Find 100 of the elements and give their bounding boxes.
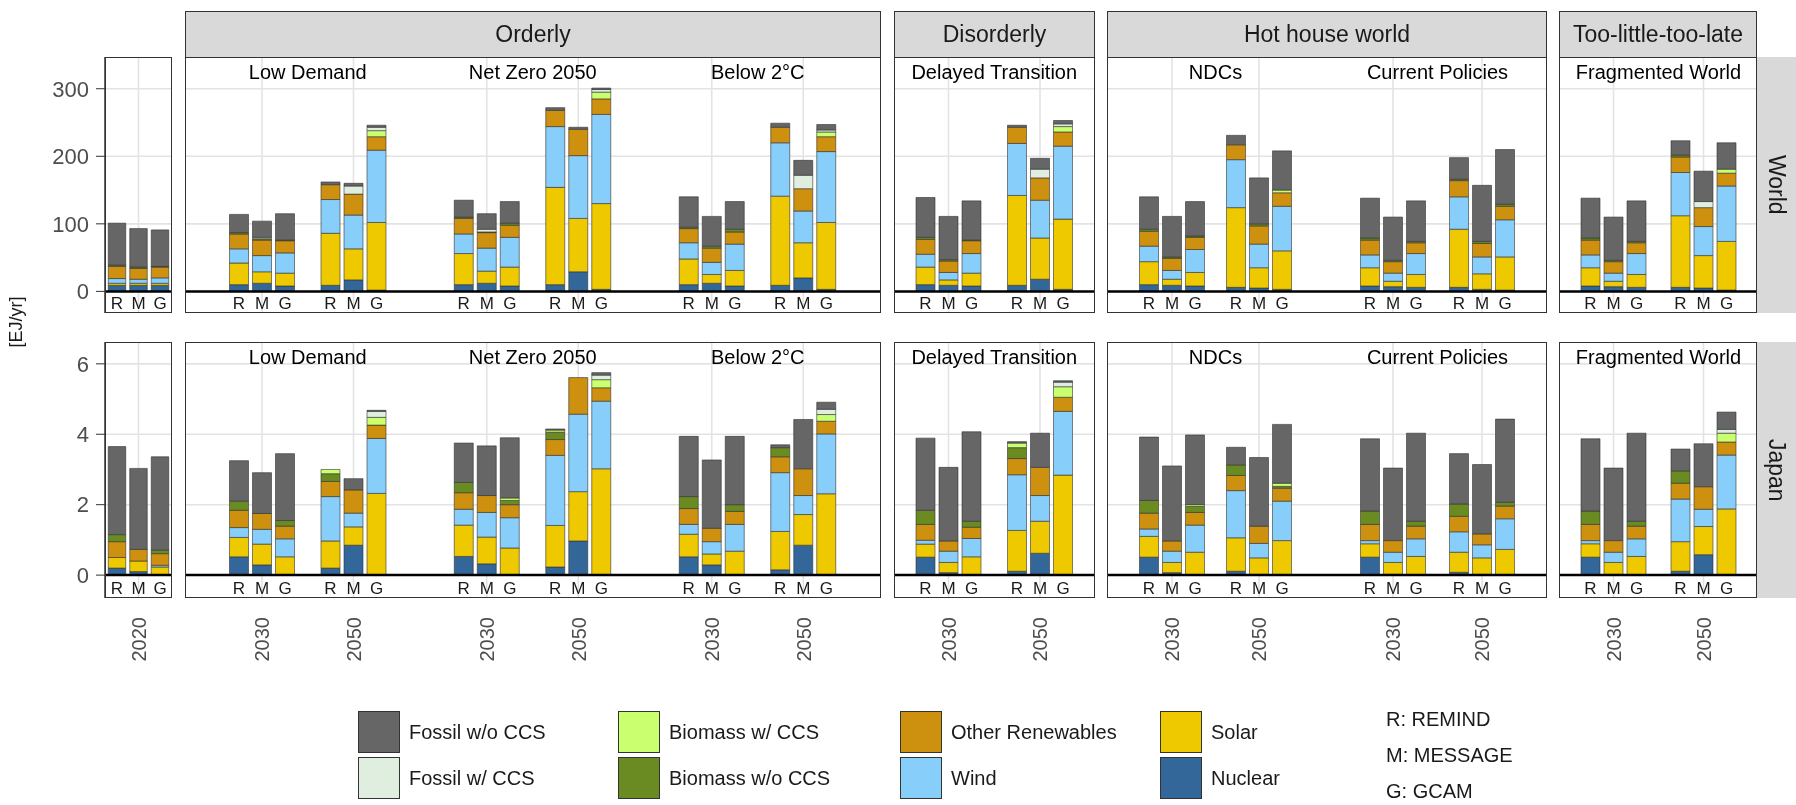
legend-label: Biomass w/o CCS	[669, 766, 831, 790]
x-tick-label: R	[774, 579, 787, 598]
x-tick-label: G	[369, 579, 384, 598]
chart-subtitle: Fragmented World	[1575, 346, 1742, 369]
text: 2030	[1161, 617, 1183, 662]
x-tick-label: R	[232, 294, 246, 313]
legend-label: Wind	[951, 766, 997, 790]
text: G: GCAM	[1386, 779, 1473, 803]
x-tick-label: M	[1696, 579, 1711, 598]
x-tick-label: M	[1606, 294, 1621, 313]
text: 2050	[792, 617, 815, 662]
chart-title: Orderly	[495, 21, 571, 48]
x-tick-label: M	[479, 294, 495, 313]
x-tick-label: M	[1474, 294, 1490, 313]
x-tick-label: G	[278, 294, 292, 313]
legend-label: Solar	[1211, 720, 1258, 744]
x-tick-label: R	[1674, 294, 1687, 313]
y-axis-title: [EJ/yr]	[5, 295, 27, 348]
x-tick-label: G	[728, 579, 742, 598]
x-tick-label: G	[1629, 579, 1644, 598]
x-tick-label: G	[964, 294, 979, 313]
x-tick-label: M	[1251, 579, 1267, 598]
text: 2030	[701, 617, 723, 662]
text: R: REMIND	[1386, 707, 1491, 731]
x-tick-label: G	[503, 294, 517, 313]
legend-label: Fossil w/ CCS	[409, 766, 535, 790]
x-tick-label: G	[964, 579, 979, 598]
x-tick-label: G	[819, 579, 834, 598]
x-tick-label: G	[594, 579, 609, 598]
chart-title: Too-little-too-late	[1572, 21, 1744, 48]
chart-subtitle: Below 2°C	[710, 346, 805, 369]
x-tick-label: G	[278, 579, 292, 598]
chart-subtitle: Net Zero 2050	[468, 61, 597, 84]
chart-subtitle: Low Demand	[248, 346, 367, 369]
chart-subtitle: Current Policies	[1366, 61, 1509, 84]
x-tick-label: G	[594, 294, 609, 313]
x-tick-label: M	[131, 579, 146, 598]
text: 2050	[1471, 617, 1493, 662]
x-tick-label: G	[1629, 294, 1644, 313]
x-tick-label: M	[1164, 579, 1180, 598]
x-tick-label: M	[704, 579, 720, 598]
chart-subtitle: Current Policies	[1366, 346, 1509, 369]
x-tick-label: R	[919, 579, 932, 598]
x-tick-label: M	[1032, 579, 1048, 598]
x-tick-label: R	[1363, 294, 1377, 313]
legend-label: Biomass w/ CCS	[669, 720, 820, 744]
x-tick-label: G	[369, 294, 384, 313]
x-tick-label: R	[549, 579, 562, 598]
y-tick-label: 300	[52, 76, 89, 102]
x-tick-label: G	[1409, 579, 1423, 598]
text: 2030	[1382, 617, 1404, 662]
y-tick-label: 100	[52, 211, 89, 237]
text: 2050	[342, 617, 365, 662]
x-tick-label: R	[1229, 579, 1243, 598]
y2-axis-title: World	[1763, 155, 1790, 215]
x-tick-label: M	[796, 579, 811, 598]
x-tick-label: M	[346, 579, 361, 598]
x-tick-label: G	[1056, 294, 1070, 313]
legend-label: Nuclear	[1211, 766, 1280, 790]
x-tick-label: G	[1056, 579, 1070, 598]
chart-subtitle: NDCs	[1188, 61, 1243, 84]
x-tick-label: G	[1188, 294, 1202, 313]
chart-title: Disorderly	[942, 21, 1047, 48]
x-tick-label: R	[110, 579, 124, 598]
x-tick-label: R	[774, 294, 787, 313]
text: M: MESSAGE	[1386, 743, 1513, 767]
y-tick-label: 4	[76, 422, 89, 448]
x-tick-label: M	[704, 294, 720, 313]
x-tick-label: G	[1498, 579, 1512, 598]
x-tick-label: R	[457, 579, 471, 598]
legend-label: Fossil w/o CCS	[409, 720, 546, 744]
text: 2030	[476, 617, 498, 662]
x-tick-label: R	[549, 294, 562, 313]
y-tick-label: 0	[76, 279, 89, 305]
text: 2030	[1602, 617, 1625, 662]
x-tick-label: M	[1251, 294, 1267, 313]
text: 2050	[1029, 617, 1051, 662]
text: 2050	[1692, 617, 1715, 662]
x-tick-label: R	[1229, 294, 1243, 313]
x-tick-label: R	[1674, 579, 1687, 598]
x-tick-label: R	[919, 294, 932, 313]
x-tick-label: M	[1606, 579, 1621, 598]
chart-subtitle: Below 2°C	[710, 61, 805, 84]
x-tick-label: R	[110, 294, 124, 313]
y-tick-label: 0	[76, 562, 89, 588]
x-tick-label: R	[1584, 579, 1597, 598]
chart-subtitle: NDCs	[1188, 346, 1243, 369]
x-tick-label: R	[324, 294, 337, 313]
x-tick-label: G	[1498, 294, 1512, 313]
x-tick-label: G	[153, 294, 167, 313]
x-tick-label: M	[1385, 294, 1401, 313]
x-tick-label: R	[1010, 579, 1024, 598]
text: 2030	[937, 617, 960, 662]
chart-subtitle: Low Demand	[248, 61, 367, 84]
x-tick-label: R	[1363, 579, 1377, 598]
y-tick-label: 6	[76, 351, 89, 377]
x-tick-label: M	[254, 294, 270, 313]
x-tick-label: M	[479, 579, 495, 598]
chart-subtitle: Delayed Transition	[911, 61, 1078, 84]
x-tick-label: R	[1584, 294, 1597, 313]
